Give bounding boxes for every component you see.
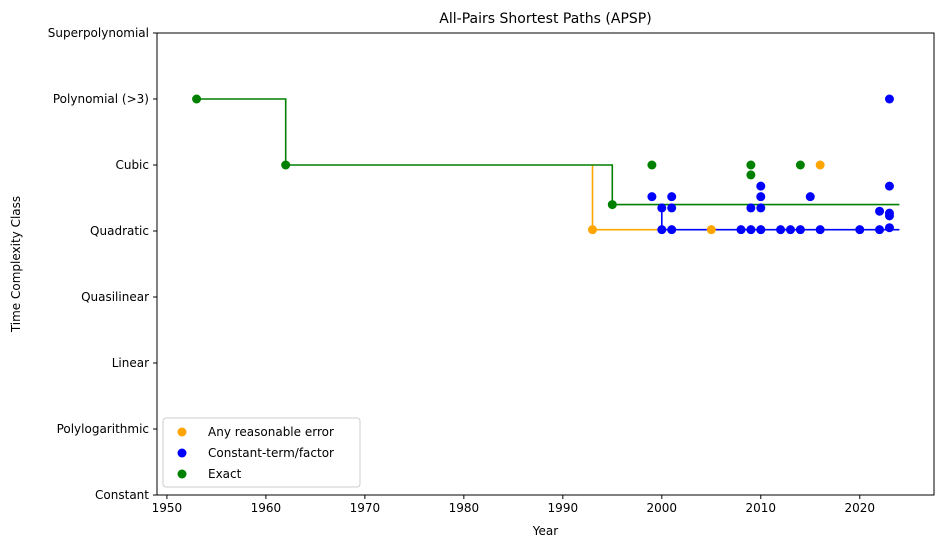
y-axis-label: Time Complexity Class: [9, 196, 23, 333]
axes-frame: [156, 32, 935, 496]
x-tick-label: 1980: [449, 501, 480, 515]
data-point: [795, 225, 805, 235]
data-point: [855, 225, 865, 235]
legend: Any reasonable error Constant-term/factor…: [162, 417, 361, 488]
legend-label: Constant-term/factor: [208, 446, 334, 460]
y-tick-label: Polynomial (>3): [53, 92, 149, 106]
x-tick-label: 2000: [647, 501, 678, 515]
data-point: [667, 203, 677, 213]
y-tick-label: Quasilinear: [81, 290, 149, 304]
y-axis-ticks: Constant Polylogarithmic Linear Quasilinear…: [48, 26, 157, 502]
data-point: [884, 181, 894, 191]
data-point: [884, 223, 894, 233]
data-point: [192, 94, 202, 104]
legend-box: [162, 417, 361, 488]
x-tick-label: 1950: [152, 501, 183, 515]
data-point: [746, 170, 756, 180]
legend-marker: [177, 427, 187, 437]
data-point: [875, 206, 885, 216]
x-tick-label: 2010: [746, 501, 777, 515]
data-point: [815, 225, 825, 235]
legend-label: Exact: [208, 467, 242, 481]
data-point: [776, 225, 786, 235]
chart-title: All-Pairs Shortest Paths (APSP): [439, 11, 651, 27]
x-tick-label: 1960: [251, 501, 282, 515]
legend-marker: [177, 469, 187, 479]
data-point: [647, 192, 657, 202]
data-point: [815, 160, 825, 170]
data-point: [281, 160, 291, 170]
legend-label: Any reasonable error: [208, 425, 334, 439]
data-point: [667, 192, 677, 202]
data-point: [756, 203, 766, 213]
y-tick-label: Superpolynomial: [48, 26, 149, 40]
y-tick-label: Quadratic: [90, 224, 149, 238]
data-point: [647, 160, 657, 170]
data-point: [875, 225, 885, 235]
data-point: [736, 225, 746, 235]
data-point: [756, 192, 766, 202]
data-point: [746, 160, 756, 170]
data-point: [756, 225, 766, 235]
x-axis-ticks: 1950 1960 1970 1980 1990 2000 2010 2020: [152, 495, 875, 515]
data-point: [657, 225, 667, 235]
y-tick-label: Cubic: [115, 158, 149, 172]
data-point: [657, 203, 667, 213]
data-point: [706, 225, 716, 235]
y-tick-label: Polylogarithmic: [57, 422, 149, 436]
data-point: [785, 225, 795, 235]
data-point: [667, 225, 677, 235]
legend-marker: [177, 448, 187, 458]
x-tick-label: 2020: [844, 501, 875, 515]
data-point: [588, 225, 598, 235]
data-point: [607, 200, 617, 210]
data-point: [746, 203, 756, 213]
data-point: [884, 94, 894, 104]
data-point: [795, 160, 805, 170]
y-tick-label: Constant: [95, 488, 149, 502]
data-point: [805, 192, 815, 202]
x-axis-label: Year: [532, 524, 558, 538]
y-tick-label: Linear: [112, 356, 149, 370]
data-point: [756, 181, 766, 191]
data-points: [192, 94, 894, 235]
x-tick-label: 1990: [548, 501, 579, 515]
data-point: [884, 211, 894, 221]
x-tick-label: 1970: [350, 501, 381, 515]
data-point: [746, 225, 756, 235]
